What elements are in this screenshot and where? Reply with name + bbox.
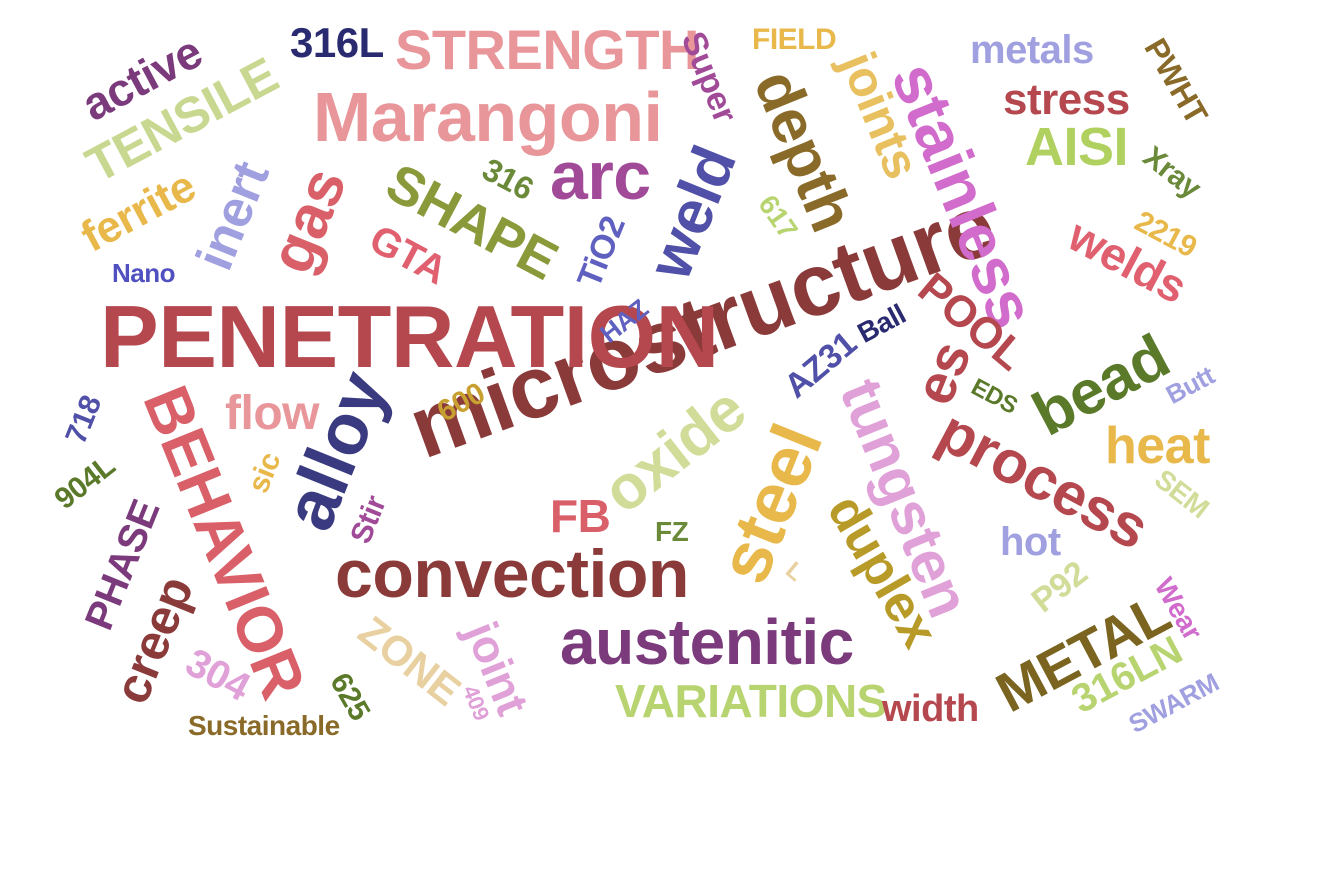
- word-arc: arc: [550, 138, 651, 214]
- word-aisi: AISI: [1025, 117, 1129, 177]
- word-field: FIELD: [752, 23, 837, 56]
- word-stress: stress: [1003, 75, 1130, 124]
- word-316l: 316L: [290, 19, 384, 66]
- word-ferrite: ferrite: [73, 161, 204, 262]
- word-nano: Nano: [112, 258, 176, 288]
- word-p92: P92: [1024, 553, 1095, 621]
- word-hot: hot: [1000, 520, 1061, 564]
- word-convection: convection: [335, 536, 689, 612]
- word-heat: heat: [1105, 417, 1210, 475]
- word-strength: STRENGTH: [395, 18, 700, 81]
- word-904l: 904L: [48, 449, 122, 517]
- word-sustainable: Sustainable: [188, 710, 340, 741]
- word-width: width: [882, 688, 979, 730]
- word-austenitic: austenitic: [560, 606, 854, 678]
- word-pwht: PWHT: [1137, 32, 1215, 130]
- word-fb: FB: [550, 490, 611, 542]
- word-718: 718: [59, 391, 109, 449]
- word-flow: flow: [225, 387, 319, 440]
- word-xray: Xray: [1136, 140, 1207, 206]
- word-metals: metals: [970, 28, 1094, 72]
- word-variations: VARIATIONS: [615, 675, 887, 727]
- word-tio2: TiO2: [570, 211, 633, 293]
- word-penetration: PENETRATION: [100, 287, 719, 386]
- word-fz: FZ: [655, 516, 689, 547]
- word-marangoni: Marangoni: [313, 78, 663, 156]
